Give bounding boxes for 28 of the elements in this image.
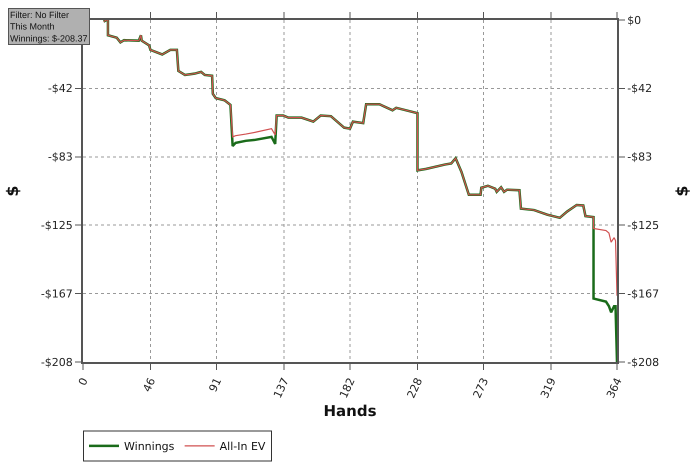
x-axis-title: Hands	[323, 402, 377, 420]
x-tick-label: 182	[337, 376, 358, 400]
y-tick-label: -$125	[40, 219, 73, 232]
y2-axis-title: $	[672, 185, 692, 197]
x-tick-label: 273	[470, 376, 492, 400]
y2-tick-label: -$125	[627, 219, 660, 232]
y-tick-label: -$167	[40, 287, 73, 300]
y2-tick-label: -$42	[627, 82, 652, 96]
x-tick-label: 91	[206, 376, 224, 394]
y-tick-label: -$83	[48, 150, 73, 164]
y2-tick-label: -$167	[627, 287, 660, 300]
legend-label: Winnings	[124, 440, 175, 454]
y2-tick-label: -$208	[627, 356, 660, 369]
x-tick-label: 137	[271, 376, 292, 400]
y2-tick-label: -$83	[627, 150, 652, 164]
text: Filter: No Filter	[10, 10, 70, 20]
x-tick-label: 364	[604, 376, 625, 400]
legend-label: All-In EV	[220, 440, 266, 454]
x-tick-label: 319	[538, 376, 559, 400]
y2-tick-label: $0	[627, 14, 642, 27]
text: This Month	[10, 22, 55, 32]
y-tick-label: -$208	[40, 356, 73, 369]
x-tick-label: 0	[76, 376, 91, 388]
x-tick-label: 228	[404, 376, 426, 400]
annotation: Winnings: $-208.37	[10, 33, 88, 44]
y-tick-label: -$42	[48, 82, 73, 96]
y-axis-title: $	[3, 185, 22, 197]
x-tick-label: 46	[140, 376, 158, 394]
